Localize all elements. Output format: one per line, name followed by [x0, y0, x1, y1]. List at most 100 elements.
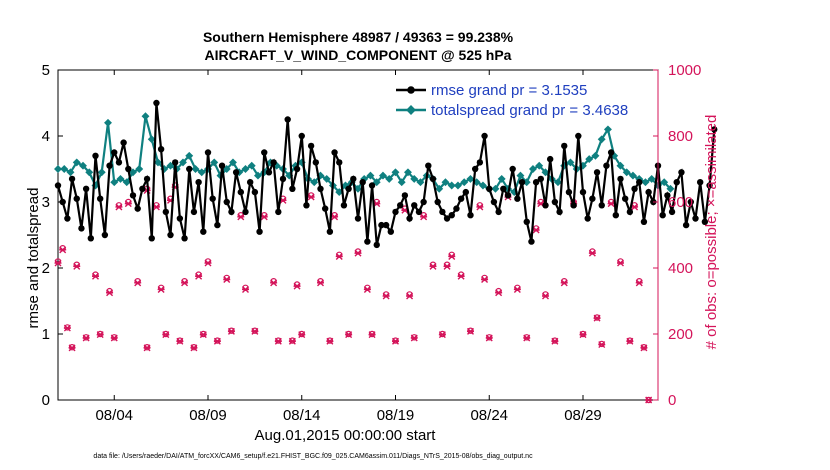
totalspread-point-11	[122, 178, 131, 187]
rmse-point-107	[556, 208, 563, 216]
legend: rmse grand pr = 3.1535 totalspread grand…	[396, 82, 628, 119]
obs-assimilated-point-77	[598, 341, 606, 349]
totalspread-point-94	[641, 178, 650, 187]
y-right-tick-label-1: 200	[668, 326, 693, 343]
obs-assimilated-point-49	[382, 292, 390, 300]
totalspread-point-56	[404, 168, 412, 177]
rmse-point-71	[387, 228, 395, 235]
rmse-point-87	[462, 188, 470, 196]
obs-assimilated-point-37	[293, 282, 301, 290]
rmse-point-9	[96, 195, 104, 202]
y-left-tick-label-1: 1	[42, 326, 50, 343]
obs-assimilated-point-67	[523, 334, 531, 342]
obs-assimilated-point-29	[237, 213, 245, 221]
rmse-point-105	[546, 155, 554, 163]
rmse-point-59	[331, 149, 338, 156]
obs-assimilated-point-27	[223, 276, 231, 284]
rmse-point-73	[396, 202, 404, 209]
y-right-tick-label-5: 1000	[668, 62, 701, 79]
obs-layer	[54, 182, 653, 404]
obs-assimilated-point-63	[485, 334, 493, 342]
rmse-point-93	[490, 198, 498, 206]
y-left-tick-label-0: 0	[42, 392, 50, 409]
x-tick-label-4: 08/24	[470, 407, 508, 424]
rmse-point-111	[575, 132, 582, 140]
obs-assimilated-point-42	[331, 213, 339, 221]
totalspread-point-86	[591, 151, 600, 160]
rmse-point-135	[687, 198, 695, 206]
rmse-point-24	[167, 231, 174, 239]
obs-assimilated-point-50	[392, 337, 399, 345]
totalspread-point-76	[528, 165, 537, 173]
obs-assimilated-point-34	[274, 337, 282, 345]
rmse-point-126	[645, 188, 652, 196]
rmse-point-77	[415, 208, 423, 216]
obs-assimilated-point-82	[635, 279, 643, 287]
rmse-point-70	[382, 221, 390, 229]
rmse-point-118	[607, 149, 615, 156]
obs-assimilated-point-26	[213, 337, 221, 345]
rmse-point-17	[134, 205, 141, 212]
obs-assimilated-point-38	[298, 331, 306, 339]
obs-assimilated-point-62	[481, 276, 489, 284]
rmse-point-132	[673, 179, 680, 186]
totalspread-point-75	[522, 178, 531, 187]
rmse-point-112	[579, 188, 587, 196]
obs-assimilated-point-12	[134, 279, 142, 287]
rmse-point-103	[537, 175, 545, 183]
chart-title-line2: AIRCRAFT_V_WIND_COMPONENT @ 525 hPa	[205, 47, 512, 63]
rmse-point-19	[143, 175, 151, 183]
totalspread-point-61	[435, 184, 444, 193]
rmse-point-108	[561, 142, 568, 150]
rmse-point-137	[696, 179, 704, 186]
obs-assimilated-point-41	[326, 337, 334, 345]
rmse-point-94	[495, 208, 502, 216]
rmse-point-27	[181, 235, 188, 242]
obs-assimilated-point-54	[420, 213, 428, 221]
y-right-tick-label-4: 800	[668, 128, 693, 145]
totalspread-point-8	[104, 118, 112, 127]
rmse-point-7	[87, 235, 95, 242]
totalspread-point-55	[397, 178, 406, 187]
rmse-point-110	[570, 202, 577, 209]
rmse-point-0	[54, 182, 62, 189]
rmse-point-101	[528, 238, 535, 245]
obs-assimilated-point-52	[406, 292, 414, 300]
plot-area	[57, 69, 659, 401]
rmse-point-123	[631, 185, 638, 192]
obs-assimilated-point-39	[307, 193, 315, 201]
chart-title-line1: Southern Hemisphere 48987 / 49363 = 99.2…	[203, 29, 514, 45]
rmse-point-56	[317, 185, 324, 192]
y-right-tick-label-2: 400	[668, 260, 693, 277]
rmse-point-44	[261, 149, 268, 156]
obs-assimilated-point-32	[260, 213, 268, 221]
rmse-point-41	[246, 179, 254, 186]
rmse-point-117	[603, 162, 610, 169]
x-tick-label-0: 08/04	[95, 407, 133, 424]
totalspread-point-66	[466, 174, 475, 183]
rmse-point-36	[223, 198, 230, 206]
rmse-point-6	[82, 185, 90, 192]
obs-assimilated-point-22	[190, 344, 198, 352]
rmse-point-85	[453, 205, 460, 212]
obs-assimilated-point-80	[626, 337, 634, 345]
rmse-point-33	[209, 195, 216, 202]
totalspread-point-65	[460, 178, 469, 187]
rmse-point-131	[668, 208, 676, 216]
legend-spread-label: totalspread grand pr = 3.4638	[431, 102, 628, 119]
obs-assimilated-point-84	[645, 396, 653, 404]
rmse-point-109	[565, 188, 573, 196]
rmse-point-90	[476, 159, 484, 166]
rmse-point-46	[270, 159, 277, 166]
x-tick-label-3: 08/19	[377, 407, 415, 424]
rmse-point-139	[706, 182, 713, 189]
rmse-point-30	[195, 179, 202, 186]
rmse-point-114	[589, 195, 596, 202]
rmse-point-26	[176, 215, 184, 222]
rmse-point-68	[373, 241, 380, 249]
rmse-point-80	[429, 175, 437, 183]
rmse-point-8	[92, 152, 99, 159]
rmse-point-10	[101, 231, 109, 239]
obs-assimilated-point-79	[617, 259, 624, 267]
